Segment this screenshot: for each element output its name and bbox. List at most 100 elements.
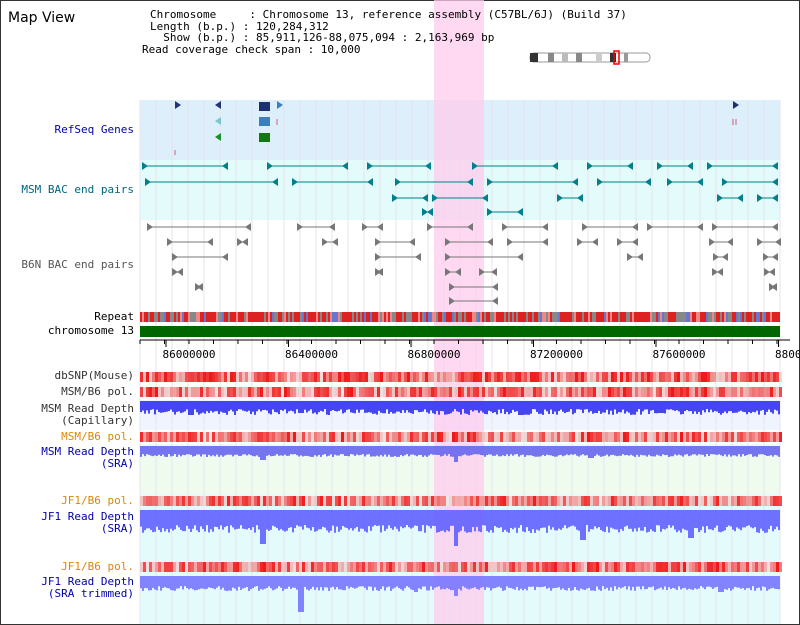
msm-depth-cap-bar — [526, 401, 528, 415]
jf1-depth-trim-bar — [264, 576, 266, 589]
dbsnp-heat-cell — [494, 372, 497, 382]
repeat-segment — [580, 312, 582, 322]
jf1-depth-sra-bar — [736, 510, 738, 528]
msm-depth-sra-bar — [238, 446, 240, 456]
repeat-segment — [582, 312, 584, 322]
jf1-depth-trim-bar — [348, 576, 350, 589]
msm-b6-pol-heat-cell — [296, 387, 299, 397]
jf1-depth-sra-bar — [416, 510, 418, 526]
msm-b6-pol-heat-cell — [158, 387, 161, 397]
msm-b6-pol-sra-heat-cell — [743, 432, 746, 442]
msm-depth-sra-bar — [176, 446, 178, 457]
jf1-depth-trim-bar — [634, 576, 636, 591]
jf1-depth-sra-bar — [220, 510, 222, 526]
msm-bac-pair-end — [707, 162, 713, 170]
jf1-b6-pol-heat-cell — [152, 496, 155, 506]
jf1-b6-pol-heat-cell — [638, 496, 641, 506]
dbsnp-heat-cell — [641, 372, 644, 382]
msm-depth-cap-bar — [720, 401, 722, 415]
jf1-b6-pol-heat-cell — [143, 496, 146, 506]
jf1-depth-sra-bar — [722, 510, 724, 532]
jf1-b6-pol-2-heat-cell — [683, 562, 686, 572]
msm-depth-cap-bar — [454, 401, 456, 410]
jf1-b6-pol-2-heat-cell — [647, 562, 650, 572]
msm-b6-pol-heat-cell — [419, 387, 422, 397]
repeat-segment — [174, 312, 176, 322]
msm-b6-pol-heat-cell — [605, 387, 608, 397]
dbsnp-heat-cell — [773, 372, 776, 382]
msm-b6-pol-sra-heat-cell — [485, 432, 488, 442]
repeat-segment — [522, 312, 524, 322]
repeat-segment — [464, 312, 466, 322]
jf1-b6-pol-heat-cell — [284, 496, 287, 506]
msm-b6-pol-heat-cell — [545, 387, 548, 397]
jf1-b6-pol-2-heat-cell — [626, 562, 629, 572]
info-show-range: Show (b.p.) : 85,911,126-88,075,094 : 2,… — [150, 31, 495, 44]
b6n-bac-pair-end — [632, 238, 638, 246]
jf1-depth-trim-bar — [568, 576, 570, 588]
dbsnp-heat-cell — [152, 372, 155, 382]
jf1-depth-trim-bar — [198, 576, 200, 590]
msm-depth-cap-bar — [660, 401, 662, 413]
repeat-segment — [564, 312, 566, 322]
jf1-depth-trim-bar — [646, 576, 648, 589]
msm-b6-pol-heat-cell — [170, 387, 173, 397]
msm-b6-pol-sra-heat-cell — [200, 432, 203, 442]
repeat-segment — [570, 312, 572, 322]
jf1-b6-pol-heat-cell — [257, 496, 260, 506]
dbsnp-heat-cell — [242, 372, 245, 382]
msm-depth-cap-bar — [636, 401, 638, 412]
dbsnp-heat-cell — [281, 372, 284, 382]
dbsnp-heat-cell — [509, 372, 512, 382]
jf1-b6-pol-heat-cell — [605, 496, 608, 506]
msm-b6-pol-heat-cell — [356, 387, 359, 397]
jf1-depth-sra-bar — [206, 510, 208, 526]
jf1-depth-sra-bar — [554, 510, 556, 531]
msm-b6-pol-heat-cell — [692, 387, 695, 397]
dbsnp-heat-cell — [713, 372, 716, 382]
repeat-segment — [628, 312, 630, 322]
jf1-depth-trim-bar — [148, 576, 150, 591]
jf1-b6-pol-heat-cell — [578, 496, 581, 506]
repeat-segment — [602, 312, 604, 322]
msm-b6-pol-sra-heat-cell — [383, 432, 386, 442]
msm-b6-pol-heat-cell — [203, 387, 206, 397]
msm-b6-pol-heat-cell — [143, 387, 146, 397]
msm-b6-pol-heat-cell — [425, 387, 428, 397]
msm-depth-sra-bar — [410, 446, 412, 455]
repeat-segment — [358, 312, 360, 322]
jf1-depth-sra-bar — [748, 510, 750, 526]
msm-depth-sra-bar — [556, 446, 558, 457]
jf1-b6-pol-2-heat-cell — [245, 562, 248, 572]
jf1-b6-pol-heat-cell — [311, 496, 314, 506]
msm-b6-pol-heat-cell — [266, 387, 269, 397]
jf1-b6-pol-heat-cell — [644, 496, 647, 506]
jf1-depth-trim-bar — [180, 576, 182, 587]
track-label-refseq[interactable]: RefSeq Genes — [54, 123, 134, 136]
repeat-segment — [640, 312, 642, 322]
msm-depth-cap-bar — [600, 401, 602, 414]
ruler-tick-label: 88000000 — [775, 348, 800, 361]
track-label-msm-bac[interactable]: MSM BAC end pairs — [21, 183, 134, 196]
dbsnp-heat-cell — [143, 372, 146, 382]
dbsnp-heat-cell — [425, 372, 428, 382]
b6n-bac-pair-end — [375, 253, 381, 261]
jf1-depth-trim-bar — [762, 576, 764, 587]
msm-b6-pol-sra-heat-cell — [551, 432, 554, 442]
msm-b6-pol-heat-cell — [713, 387, 716, 397]
jf1-depth-sra-bar — [708, 510, 710, 530]
repeat-segment — [524, 312, 526, 322]
msm-b6-pol-sra-heat-cell — [662, 432, 665, 442]
msm-b6-pol-heat-cell — [560, 387, 563, 397]
jf1-b6-pol-2-heat-cell — [704, 562, 707, 572]
track-label-b6n-bac[interactable]: B6N BAC end pairs — [21, 258, 134, 271]
msm-b6-pol-heat-cell — [659, 387, 662, 397]
jf1-b6-pol-2-heat-cell — [653, 562, 656, 572]
jf1-depth-sra-bar — [442, 510, 444, 531]
msm-b6-pol-heat-cell — [554, 387, 557, 397]
jf1-depth-trim-bar — [462, 576, 464, 587]
msm-depth-cap-bar — [728, 401, 730, 412]
jf1-b6-pol-2-heat-cell — [164, 562, 167, 572]
jf1-b6-pol-heat-cell — [482, 496, 485, 506]
